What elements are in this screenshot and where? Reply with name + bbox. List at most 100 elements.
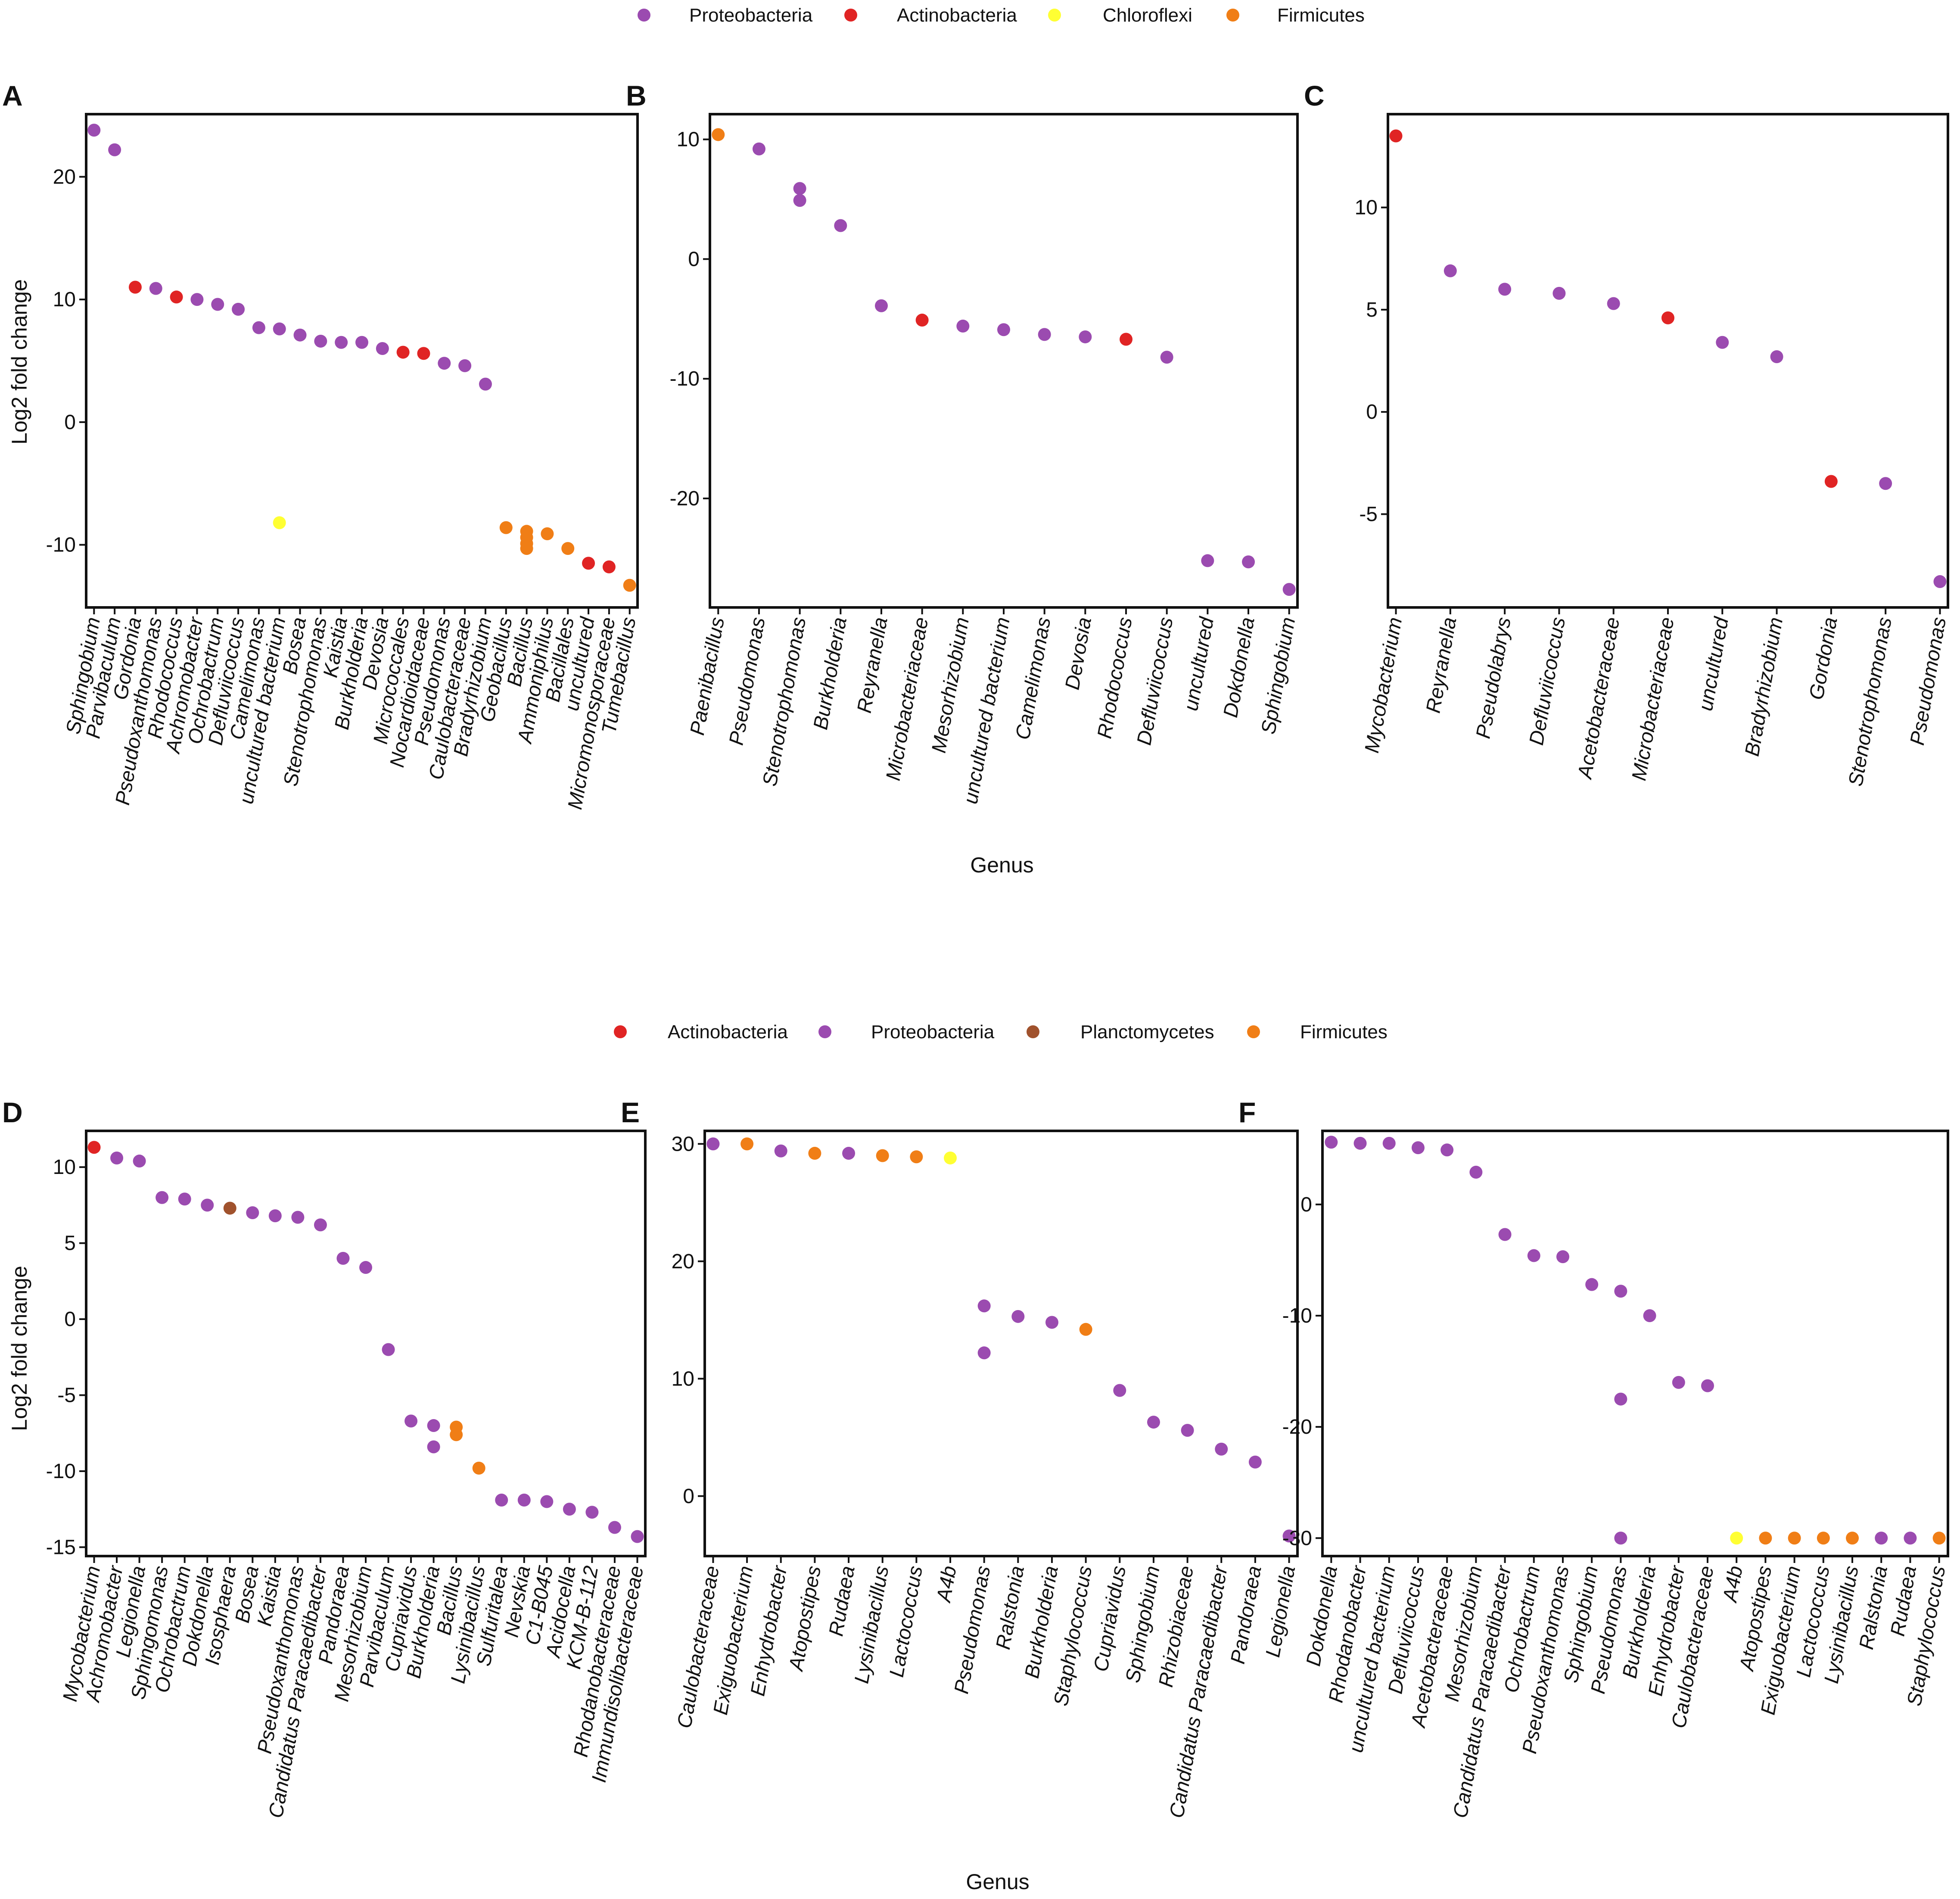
legend-label-firmicutes: Firmicutes [1277,5,1365,26]
x-category-label: Rudaea [1886,1564,1921,1638]
data-point [1643,1309,1656,1322]
y-tick-label: 10 [672,1367,694,1390]
x-category-label: Dokdonella [1219,616,1259,719]
legend-label-planctomycetes: Planctomycetes [1080,1021,1214,1043]
data-point [450,1428,463,1441]
data-point [1788,1532,1801,1545]
panel-e: E0102030CaulobacteraceaeExiguobacteriumE… [621,1096,1299,1820]
panel-c: C -5 0 5 10 Mycobacterium Reyranella Pseudolabr… [1304,80,1950,788]
x-category-label: Devosia [1061,616,1096,691]
x-category-label: Reyranella [852,616,892,715]
data-point [712,128,725,141]
legend-label-actinobacteria: Actinobacteria [668,1021,788,1043]
data-point [608,1521,621,1534]
x-category-label: Cupriavidus [1089,1564,1130,1674]
x-category-label: Sphingobium [1257,616,1300,736]
data-point [417,347,430,360]
data-point [87,1141,101,1154]
data-point [541,527,554,540]
data-point [438,357,451,370]
data-point [582,557,595,570]
y-tick-label: 5 [64,1232,76,1255]
data-point [561,542,575,555]
x-axis-title-top: Genus [970,853,1033,877]
data-point [977,1299,991,1313]
y-tick-label: 0 [64,1308,76,1331]
data-point [874,299,888,312]
data-point [458,359,472,372]
data-point [1759,1532,1772,1545]
data-point [156,1191,169,1204]
y-tick-label: -15 [46,1536,76,1559]
x-category-label: Atopostipes [784,1564,825,1674]
panel-b: B -20 -10 0 10 PaenibacillusPseudomonasStenot… [626,80,1300,806]
data-point [1607,297,1620,310]
data-point [110,1151,124,1164]
x-category-label: Rudaea [824,1564,859,1638]
data-point [1552,286,1566,300]
y-tick-label: 20 [672,1250,694,1273]
y-tick-label: -20 [1282,1416,1312,1438]
data-point [631,1530,644,1543]
data-point [1585,1278,1599,1291]
x-category-label: Bradyrhizobium [1740,616,1787,758]
data-point [1770,350,1783,364]
y-tick-label: -5 [57,1384,76,1407]
data-point [1614,1532,1627,1545]
data-point [1672,1376,1685,1389]
legend-dot-actinobacteria [844,9,857,22]
plot-frame [1387,113,1949,609]
y-tick-label: 0 [1366,401,1378,423]
data-point [1411,1141,1425,1155]
data-point [1079,1323,1092,1336]
data-point [1038,328,1051,341]
x-category-label: Stenotrophomonas [1844,616,1896,788]
data-point [382,1343,395,1356]
y-tick-label: 0 [64,411,76,434]
legend-dot-chloroflexi [1048,9,1061,22]
x-category-label: Reyranella [1421,616,1460,715]
data-point [793,194,806,207]
data-point [1527,1249,1540,1262]
y-tick-label: -10 [670,367,700,390]
data-point [1325,1136,1338,1149]
x-category-label: A4b [932,1564,961,1605]
legend-dot-proteobacteria [638,9,650,22]
data-point [623,579,636,592]
data-point [170,290,183,304]
data-point [427,1440,440,1454]
panel-d: D-15-10-50510MycobacteriumAchromobacterL… [2,1096,647,1820]
data-point [87,124,101,137]
data-point [293,328,307,342]
data-point [376,342,389,355]
data-point [517,1493,531,1507]
data-point [1879,477,1892,490]
data-point [1498,1228,1512,1241]
x-category-label: Microbacteriaceae [881,616,933,782]
data-point [997,323,1010,336]
y-tick-label: 10 [1355,196,1378,219]
legend-label-proteobacteria: Proteobacteria [689,5,813,26]
x-category-label: Defluviicoccus [1132,616,1177,747]
data-point [956,319,970,333]
x-category-label: Burkholderia [809,616,851,732]
x-category-label: Ralstonia [991,1564,1028,1651]
data-point [1113,1384,1126,1397]
y-tick-label: 0 [1300,1193,1312,1216]
data-point [752,142,765,156]
x-category-label: Pandoraea [1226,1564,1266,1666]
x-category-label: Lactococcus [885,1564,927,1679]
plot-frame [709,113,1299,609]
y-tick-label: -10 [1282,1304,1312,1327]
data-point [404,1414,418,1428]
data-point [128,280,142,294]
data-point [273,516,286,529]
data-point [479,377,492,391]
data-point [1846,1532,1859,1545]
y-tick-label: 30 [672,1133,694,1155]
data-point [1730,1532,1743,1545]
legend-dot-firmicutes [1226,9,1239,22]
data-point [495,1493,508,1507]
data-point [1716,336,1729,349]
data-point [1181,1424,1194,1437]
